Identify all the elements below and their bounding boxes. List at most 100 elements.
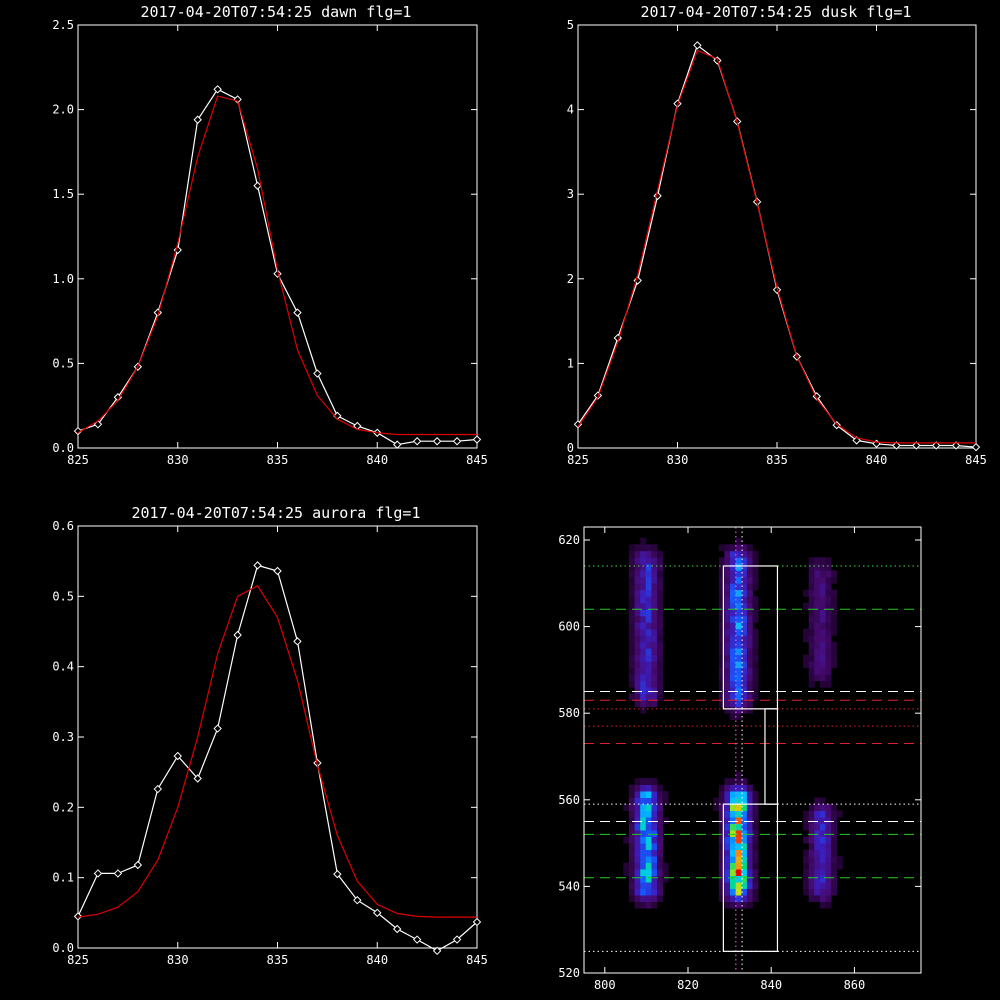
- heatmap-cell: [651, 804, 658, 811]
- heatmap-cell: [808, 589, 815, 597]
- heatmap-cell: [752, 667, 759, 675]
- heatmap-cell: [645, 680, 652, 688]
- data-point-marker: [113, 869, 123, 878]
- heatmap-cell: [741, 843, 748, 850]
- heatmap-cell: [718, 576, 725, 584]
- heatmap-cell: [808, 888, 815, 896]
- heatmap-cell: [741, 804, 748, 811]
- dusk-plot-title: 2017-04-20T07:54:25 dusk flg=1: [641, 3, 912, 21]
- data-point-marker: [392, 440, 402, 449]
- heatmap-cell: [657, 583, 663, 591]
- heatmap-cell: [752, 862, 759, 870]
- heatmap-cell: [730, 862, 736, 870]
- heatmap-cell: [628, 628, 635, 636]
- heatmap-cell: [651, 862, 658, 870]
- data-point-marker: [373, 908, 382, 918]
- heatmap-cell: [718, 875, 725, 883]
- heatmap-cell: [634, 674, 641, 682]
- heatmap-cell: [819, 888, 826, 896]
- heatmap-cell: [645, 583, 652, 591]
- heatmap-cell: [657, 849, 663, 857]
- x-tick-label: 825: [67, 953, 89, 967]
- heatmap-cell: [657, 602, 663, 610]
- heatmap-cell: [746, 622, 753, 630]
- heatmap-cell: [814, 888, 821, 896]
- heatmap-cell: [819, 661, 826, 669]
- heatmap-cell: [752, 791, 759, 798]
- heatmap-cell: [718, 823, 725, 831]
- heatmap-cell: [657, 589, 663, 597]
- heatmap-cell: [831, 875, 838, 883]
- heatmap-cell: [808, 557, 815, 565]
- heatmap-cell: [640, 797, 647, 805]
- data-point-marker: [472, 435, 482, 444]
- heatmap-cell: [634, 817, 641, 824]
- data-point-marker: [912, 441, 921, 450]
- heatmap-cell: [718, 674, 725, 682]
- heatmap-cell: [718, 570, 725, 578]
- heatmap-cell: [814, 570, 821, 578]
- heatmap-cell: [825, 830, 832, 837]
- heatmap-cell: [808, 635, 815, 643]
- heatmap-cell: [718, 700, 725, 708]
- heatmap-cell: [819, 830, 826, 837]
- heatmap-cell: [623, 804, 630, 811]
- heatmap-cell: [634, 557, 641, 565]
- heatmap-cell: [735, 849, 742, 857]
- heatmap-cell: [651, 810, 658, 818]
- heatmap-cell: [730, 570, 736, 578]
- heatmap-cell: [746, 856, 753, 863]
- heatmap-cell: [825, 570, 832, 578]
- heatmap-cell: [825, 810, 832, 818]
- x-tick-label: 820: [677, 978, 699, 992]
- integration-window-box: [722, 803, 779, 952]
- y-tick-label: 560: [558, 793, 580, 807]
- heatmap-cell: [808, 615, 815, 623]
- heatmap-cell: [808, 661, 815, 669]
- heatmap-cell: [634, 901, 641, 909]
- heatmap-cell: [730, 778, 736, 785]
- heatmap-cell: [724, 654, 731, 662]
- heatmap-cell: [819, 797, 826, 805]
- heatmap-cell: [651, 576, 658, 584]
- heatmap-cell: [657, 823, 663, 831]
- heatmap-cell: [651, 544, 658, 552]
- heatmap-cell: [645, 817, 652, 824]
- heatmap-cell: [746, 602, 753, 610]
- heatmap-cell: [746, 570, 753, 578]
- heatmap-cell: [651, 622, 658, 630]
- heatmap-cell: [730, 596, 736, 604]
- heatmap-cell: [752, 661, 759, 669]
- heatmap-cell: [640, 823, 647, 831]
- x-tick-label: 830: [167, 453, 189, 467]
- heatmap-cell: [730, 622, 736, 630]
- heatmap-cell: [634, 778, 641, 785]
- y-tick-label: 2.5: [52, 18, 74, 32]
- heatmap-cell: [735, 693, 742, 701]
- heatmap-cell: [640, 537, 647, 545]
- heatmap-cell: [634, 869, 641, 876]
- data-point-marker: [353, 895, 362, 905]
- heatmap-cell: [628, 784, 635, 792]
- heatmap-cell: [724, 557, 731, 565]
- heatmap-cell: [752, 563, 759, 571]
- heatmap-cell: [808, 856, 815, 863]
- heatmap-cell: [634, 843, 641, 850]
- heatmap-cell: [741, 888, 748, 896]
- heatmap-cell: [724, 602, 731, 610]
- heatmap-cell: [752, 888, 759, 896]
- heatmap-cell: [724, 622, 731, 630]
- heatmap-cell: [730, 680, 736, 688]
- heatmap-cell: [831, 570, 838, 578]
- heatmap-cell: [808, 628, 815, 636]
- heatmap-cell: [819, 563, 826, 571]
- heatmap-cell: [746, 550, 753, 558]
- heatmap-cell: [746, 823, 753, 831]
- heatmap-cell: [640, 648, 647, 656]
- heatmap-cell: [831, 628, 838, 636]
- y-tick-label: 4: [567, 103, 574, 117]
- heatmap-cell: [724, 583, 731, 591]
- data-point-marker: [193, 774, 202, 783]
- heatmap-cell: [657, 856, 663, 863]
